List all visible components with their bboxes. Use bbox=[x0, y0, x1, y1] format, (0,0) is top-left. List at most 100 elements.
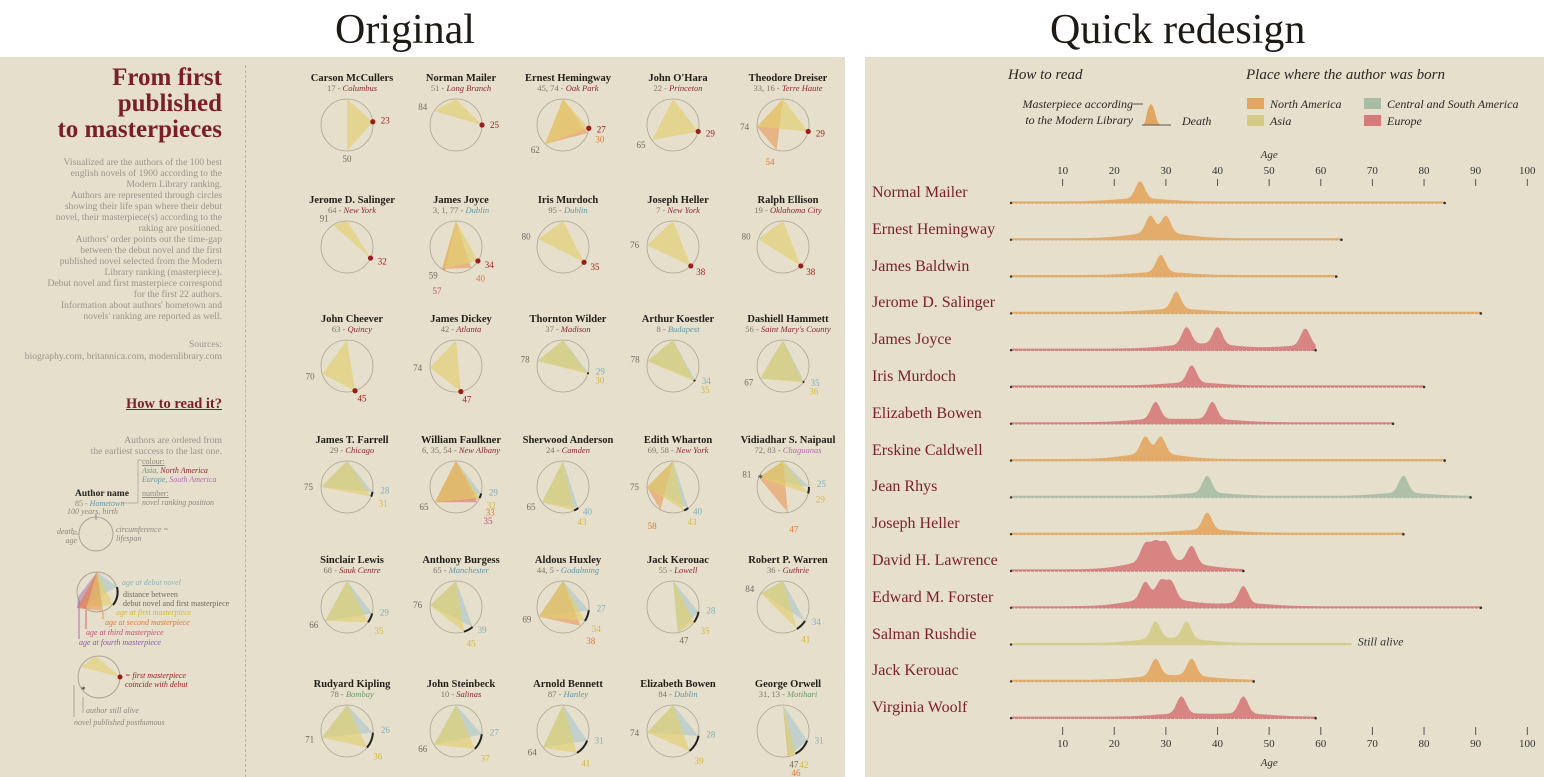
debut-gap-arc bbox=[802, 380, 805, 384]
hometown: Columbus bbox=[343, 83, 378, 93]
author-rank-hometown: 44, 5 - Godalming bbox=[537, 565, 599, 575]
coincide-dot bbox=[586, 125, 592, 131]
novel-rank: 31, 13 bbox=[759, 689, 780, 699]
ridge-area bbox=[1011, 436, 1445, 461]
description-line: Debut novel and first masterpiece corres… bbox=[47, 278, 223, 289]
x-axis-title-top: Age bbox=[1260, 149, 1278, 161]
author-name: Theodore Dreiser bbox=[749, 73, 828, 84]
hometown: Motihari bbox=[786, 689, 818, 699]
page-title: From first published to masterpieces bbox=[57, 65, 222, 143]
separator: - bbox=[340, 324, 347, 334]
debut-age-label: 29 bbox=[489, 487, 499, 497]
separator: - bbox=[554, 324, 561, 334]
ridge-area bbox=[1011, 696, 1316, 719]
debut-age-label: 27 bbox=[490, 727, 500, 737]
posthumous-label: novel published posthumous bbox=[74, 718, 165, 727]
death-age-label: 47 bbox=[789, 759, 799, 769]
hometown: Long Branch bbox=[445, 83, 491, 93]
first-masterpiece-label: 23 bbox=[381, 116, 391, 126]
masterpiece-triangle bbox=[322, 340, 356, 391]
sample-circle bbox=[78, 516, 114, 552]
death-age-label: 80 bbox=[522, 231, 532, 241]
hometown: Madison bbox=[560, 324, 591, 334]
masterpiece-triangle bbox=[321, 705, 368, 748]
novel-rank: 69, 58 bbox=[648, 445, 669, 455]
debut-gap-arc bbox=[795, 740, 809, 755]
hometown: Lowell bbox=[673, 565, 698, 575]
novel-rank: 87 bbox=[548, 689, 557, 699]
masterpiece-triangle bbox=[538, 221, 585, 263]
death-age-label: 62 bbox=[531, 145, 540, 155]
author-name: George Orwell bbox=[755, 679, 821, 690]
axis-tick-label-bottom: 50 bbox=[1264, 738, 1276, 750]
author-rank-hometown: 19 - Oklahoma City bbox=[754, 205, 822, 215]
death-marker bbox=[1479, 312, 1483, 315]
masterpiece-label: 31 bbox=[379, 499, 388, 509]
coincide-dot bbox=[798, 263, 804, 269]
original-panel: From first published to masterpieces Vis… bbox=[0, 57, 845, 777]
hometown: Salinas bbox=[456, 689, 482, 699]
novel-rank: 68 bbox=[323, 565, 332, 575]
axis-tick-label-top: 90 bbox=[1470, 165, 1482, 177]
author-name: Thornton Wilder bbox=[530, 314, 607, 325]
description-line: novel, their masterpiece(s) according to… bbox=[55, 212, 222, 223]
novel-rank: 84 bbox=[658, 689, 667, 699]
separator: - bbox=[449, 324, 456, 334]
death-marker bbox=[1314, 716, 1317, 720]
novel-rank: 95 bbox=[548, 205, 557, 215]
header-redesign: Quick redesign bbox=[1050, 7, 1306, 53]
ridge-row bbox=[1009, 475, 1472, 499]
circ-label-line: circumference = bbox=[116, 525, 169, 534]
hometown: Oklahoma City bbox=[770, 205, 822, 215]
colour-asia: Asia, bbox=[142, 466, 159, 475]
sample-rank-hometown: 85 - Hometown bbox=[75, 499, 125, 508]
author-rank-hometown: 36 - Guthrie bbox=[767, 565, 809, 575]
masterpiece-label: 45 bbox=[467, 638, 477, 648]
coincide-label: = first masterpiece coincide with debut bbox=[125, 671, 188, 689]
author-rank-hometown: 45, 74 - Oak Park bbox=[537, 83, 598, 93]
swatch-europe bbox=[1364, 115, 1381, 126]
separator: - bbox=[557, 205, 564, 215]
death-age-label: 65 bbox=[526, 502, 536, 512]
masterpiece-label: 35 bbox=[484, 516, 494, 526]
first-masterpiece-label: 38 bbox=[806, 267, 816, 277]
first-masterpiece-label: 38 bbox=[696, 267, 706, 277]
first-masterpiece-label: 25 bbox=[490, 120, 500, 130]
novel-rank: 6, 35, 54 bbox=[422, 445, 453, 455]
coincide-dot bbox=[695, 128, 701, 135]
masterpiece-label: 41 bbox=[581, 759, 590, 769]
masterpiece-label: 43 bbox=[577, 517, 587, 527]
still-alive-label: Still alive bbox=[1358, 635, 1404, 649]
ridge-area bbox=[1011, 621, 1352, 645]
death-age-label: 70 bbox=[306, 372, 316, 382]
fourth-masterpiece-label: age at fourth masterpiece bbox=[79, 638, 161, 647]
author-rank-hometown: 51 - Long Branch bbox=[431, 83, 491, 93]
separator: - bbox=[667, 689, 674, 699]
hometown: Saint Mary's County bbox=[761, 324, 831, 334]
birth-marker bbox=[1009, 422, 1013, 425]
ridge-row-name: Normal Mailer bbox=[872, 184, 968, 201]
separator: - bbox=[775, 565, 782, 575]
order-line: Authors are ordered from bbox=[124, 435, 222, 446]
masterpiece-label: 35 bbox=[375, 626, 385, 636]
first-masterpiece-label: 45 bbox=[358, 393, 368, 403]
author-rank-hometown: 69, 58 - New York bbox=[648, 445, 709, 455]
novel-rank: 65 bbox=[433, 565, 442, 575]
coincide-dot bbox=[367, 255, 374, 261]
author-name: James Joyce bbox=[433, 195, 489, 206]
description-line: Visualized are the authors of the 100 be… bbox=[63, 157, 222, 168]
novel-rank: 64 bbox=[328, 205, 337, 215]
masterpiece-triangle bbox=[647, 705, 690, 752]
ridge-row-name: Jean Rhys bbox=[872, 478, 938, 496]
author-rank-hometown: 64 - New York bbox=[328, 205, 376, 215]
death-marker bbox=[1252, 680, 1255, 683]
description-line: Library ranking (masterpiece). bbox=[104, 267, 222, 278]
death-marker bbox=[1469, 496, 1472, 499]
death-age-label: 75 bbox=[304, 482, 314, 492]
masterpiece-label: 36 bbox=[373, 752, 383, 762]
